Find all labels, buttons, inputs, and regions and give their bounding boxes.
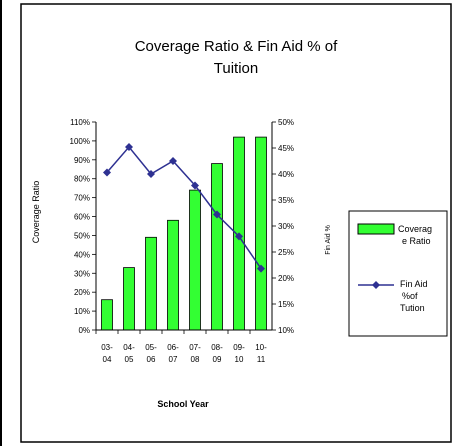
bar-0 — [101, 299, 113, 331]
bar-2 — [145, 236, 157, 331]
right-tick-label-4: 30% — [278, 222, 294, 231]
y-axis-label-left: Coverage Ratio — [31, 181, 41, 244]
category-label-3-0: 06- — [167, 343, 179, 352]
category-label-5-1: 09 — [213, 355, 222, 364]
fin-aid-point-6 — [235, 232, 243, 241]
fin-aid-point-5 — [213, 210, 221, 219]
bar-3 — [167, 219, 179, 331]
right-tick-label-3: 25% — [278, 248, 294, 257]
right-tick-label-2: 20% — [278, 274, 294, 283]
fin-aid-point-7 — [257, 264, 265, 273]
fin-aid-point-4 — [191, 181, 199, 190]
legend: Coverag e Ratio Fin Aid %of Tution — [348, 210, 448, 337]
left-tick-label-11: 110% — [70, 118, 90, 127]
right-tick-label-5: 35% — [278, 196, 294, 205]
bar-1 — [123, 267, 135, 331]
left-tick-label-0: 0% — [78, 326, 90, 335]
legend-label-fin-aid-1: Fin Aid — [400, 279, 428, 289]
left-tick-label-6: 60% — [74, 213, 90, 222]
left-tick-label-2: 20% — [74, 288, 90, 297]
fin-aid-point-2 — [147, 170, 155, 178]
y-axis-label-right: Fin Aid % — [325, 225, 332, 255]
left-tick-label-4: 40% — [74, 250, 90, 259]
left-tick-label-1: 10% — [74, 307, 90, 316]
fin-aid-point-1 — [125, 142, 133, 151]
left-tick-label-9: 90% — [74, 156, 90, 165]
category-label-1-1: 05 — [125, 355, 134, 364]
category-label-6-1: 10 — [235, 355, 244, 364]
category-labels: 03- 04 04- 05 05- 06 06- 07 07- 08 08- 09 09- 10 10- 11 — [95, 330, 267, 364]
bar-4 — [189, 189, 201, 331]
fin-aid-point-3 — [169, 157, 177, 165]
chart-title-line-1: Coverage Ratio & Fin Aid % of — [135, 38, 338, 55]
legend-swatch-coverage-ratio — [357, 223, 395, 235]
x-axis-label: School Year — [157, 399, 209, 409]
category-label-2-1: 06 — [147, 355, 156, 364]
left-tick-label-7: 70% — [74, 194, 90, 203]
left-tick-label-10: 100% — [70, 137, 90, 146]
fin-aid-point-0 — [103, 168, 111, 177]
right-axis-ticks: 10% 15% 20% 25% 30% 35% 40% 45% 50% — [272, 118, 294, 335]
right-tick-label-6: 40% — [278, 170, 294, 179]
category-label-1-0: 04- — [123, 343, 135, 352]
bar-5 — [211, 163, 223, 331]
chart-title-line-2: Tuition — [214, 60, 258, 77]
category-label-4-1: 08 — [191, 355, 200, 364]
category-label-6-0: 09- — [233, 343, 245, 352]
legend-label-coverage-ratio-1: Coverag — [398, 224, 432, 234]
legend-swatch-fin-aid-marker — [372, 281, 380, 289]
category-label-0-1: 04 — [103, 355, 112, 364]
category-label-4-0: 07- — [189, 343, 201, 352]
category-label-0-0: 03- — [101, 343, 113, 352]
left-tick-label-3: 30% — [74, 269, 90, 278]
category-label-3-1: 07 — [169, 355, 178, 364]
left-tick-label-8: 80% — [74, 175, 90, 184]
left-tick-label-5: 50% — [74, 231, 90, 240]
legend-label-fin-aid-3: Tution — [400, 303, 425, 313]
right-tick-label-8: 50% — [278, 118, 294, 127]
left-axis-ticks: 0% 10% 20% 30% 40% 50% 60% 70% 80% 90% 100% 110% — [70, 118, 96, 335]
bar-7 — [255, 136, 267, 331]
category-label-7-0: 10- — [255, 343, 267, 352]
right-tick-label-0: 10% — [278, 326, 294, 335]
legend-label-coverage-ratio-2: e Ratio — [402, 236, 431, 246]
legend-label-fin-aid-2: %of — [402, 291, 418, 301]
right-tick-label-1: 15% — [278, 300, 294, 309]
line-series-fin-aid — [103, 142, 265, 273]
fin-aid-line — [106, 145, 262, 270]
category-label-5-0: 08- — [211, 343, 223, 352]
category-label-7-1: 11 — [257, 355, 266, 364]
category-label-2-0: 05- — [145, 343, 157, 352]
right-tick-label-7: 45% — [278, 144, 294, 153]
